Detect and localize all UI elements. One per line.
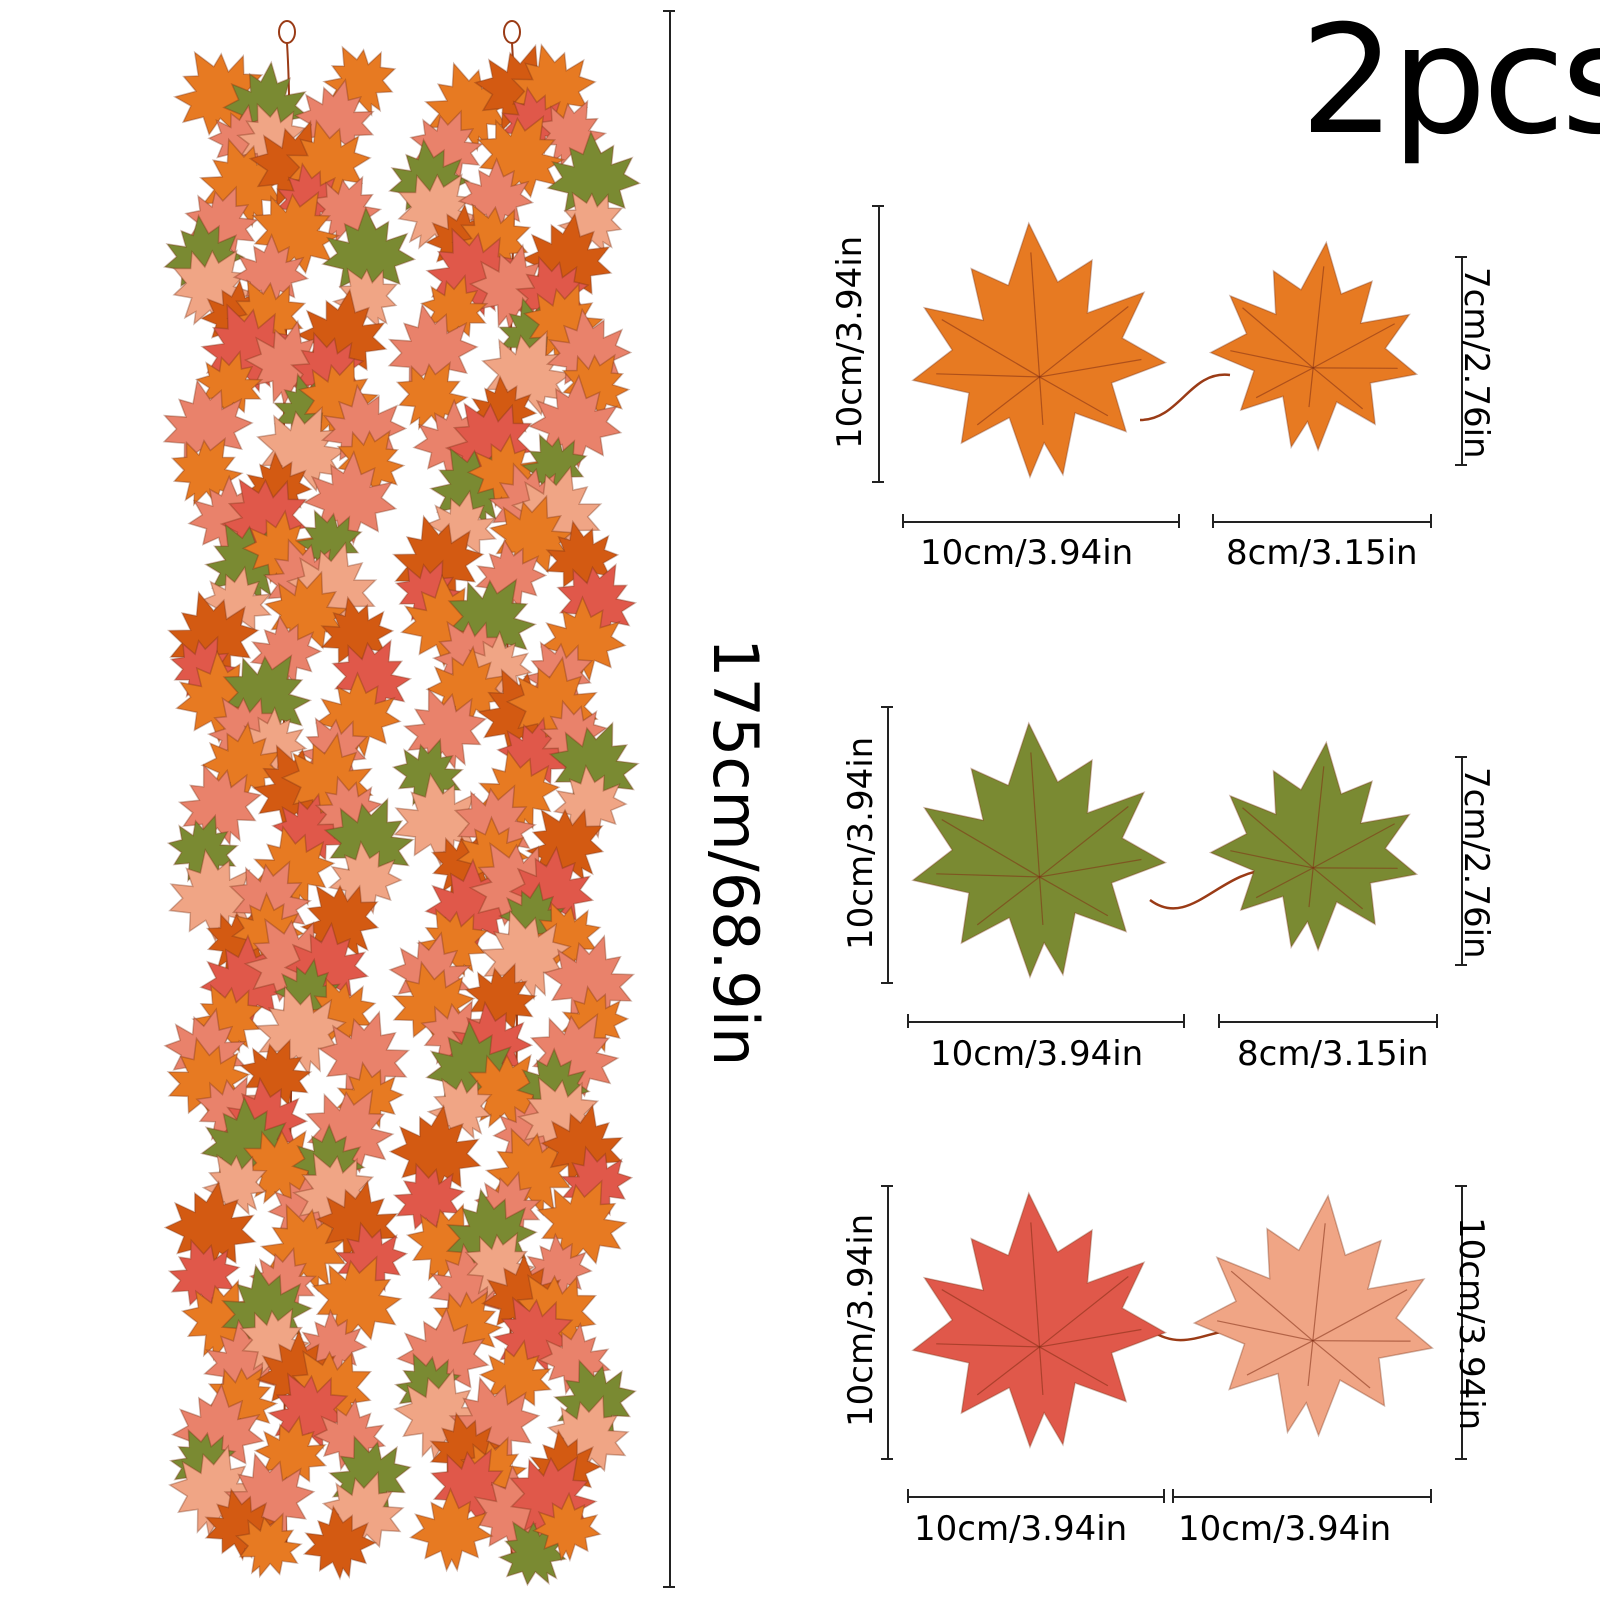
pair-2-right-width-label: 8cm/3.15in <box>1237 1034 1429 1074</box>
leaf-pair-green <box>901 713 1431 986</box>
pair-2-left-height-label: 10cm/3.94in <box>841 736 881 950</box>
pair-3-left-width-label: 10cm/3.94in <box>914 1509 1128 1549</box>
leaf-veins <box>936 752 1142 926</box>
leaf-pair-orange <box>901 213 1431 486</box>
pair-3-left-height-label: 10cm/3.94in <box>841 1213 881 1427</box>
pair-3-right-height-label: 10cm/3.94in <box>1451 1217 1491 1431</box>
quantity-label: 2pcs <box>1300 0 1600 168</box>
pair-1-right-height-label: 7cm/2.76in <box>1456 267 1496 459</box>
pair-2-left-width-label: 10cm/3.94in <box>930 1034 1144 1074</box>
leaf-pair-red <box>901 1182 1449 1456</box>
garland-strand-right <box>377 20 655 1600</box>
garland-strand-left <box>152 20 430 1589</box>
pair-1-left-height-label: 10cm/3.94in <box>830 235 870 449</box>
pair-1-right-width-label: 8cm/3.15in <box>1226 533 1418 573</box>
leaf-veins <box>1217 1223 1411 1389</box>
vine-stem <box>1139 373 1231 422</box>
leaf-veins <box>1230 766 1398 910</box>
leaf-veins <box>936 1222 1142 1396</box>
leaf-veins <box>936 252 1142 426</box>
pair-2-right-height-label: 7cm/2.76in <box>1456 767 1496 959</box>
pair-3-right-width-label: 10cm/3.94in <box>1178 1509 1392 1549</box>
pair-1-left-width-label: 10cm/3.94in <box>920 533 1134 573</box>
leaf-veins <box>1230 266 1398 410</box>
